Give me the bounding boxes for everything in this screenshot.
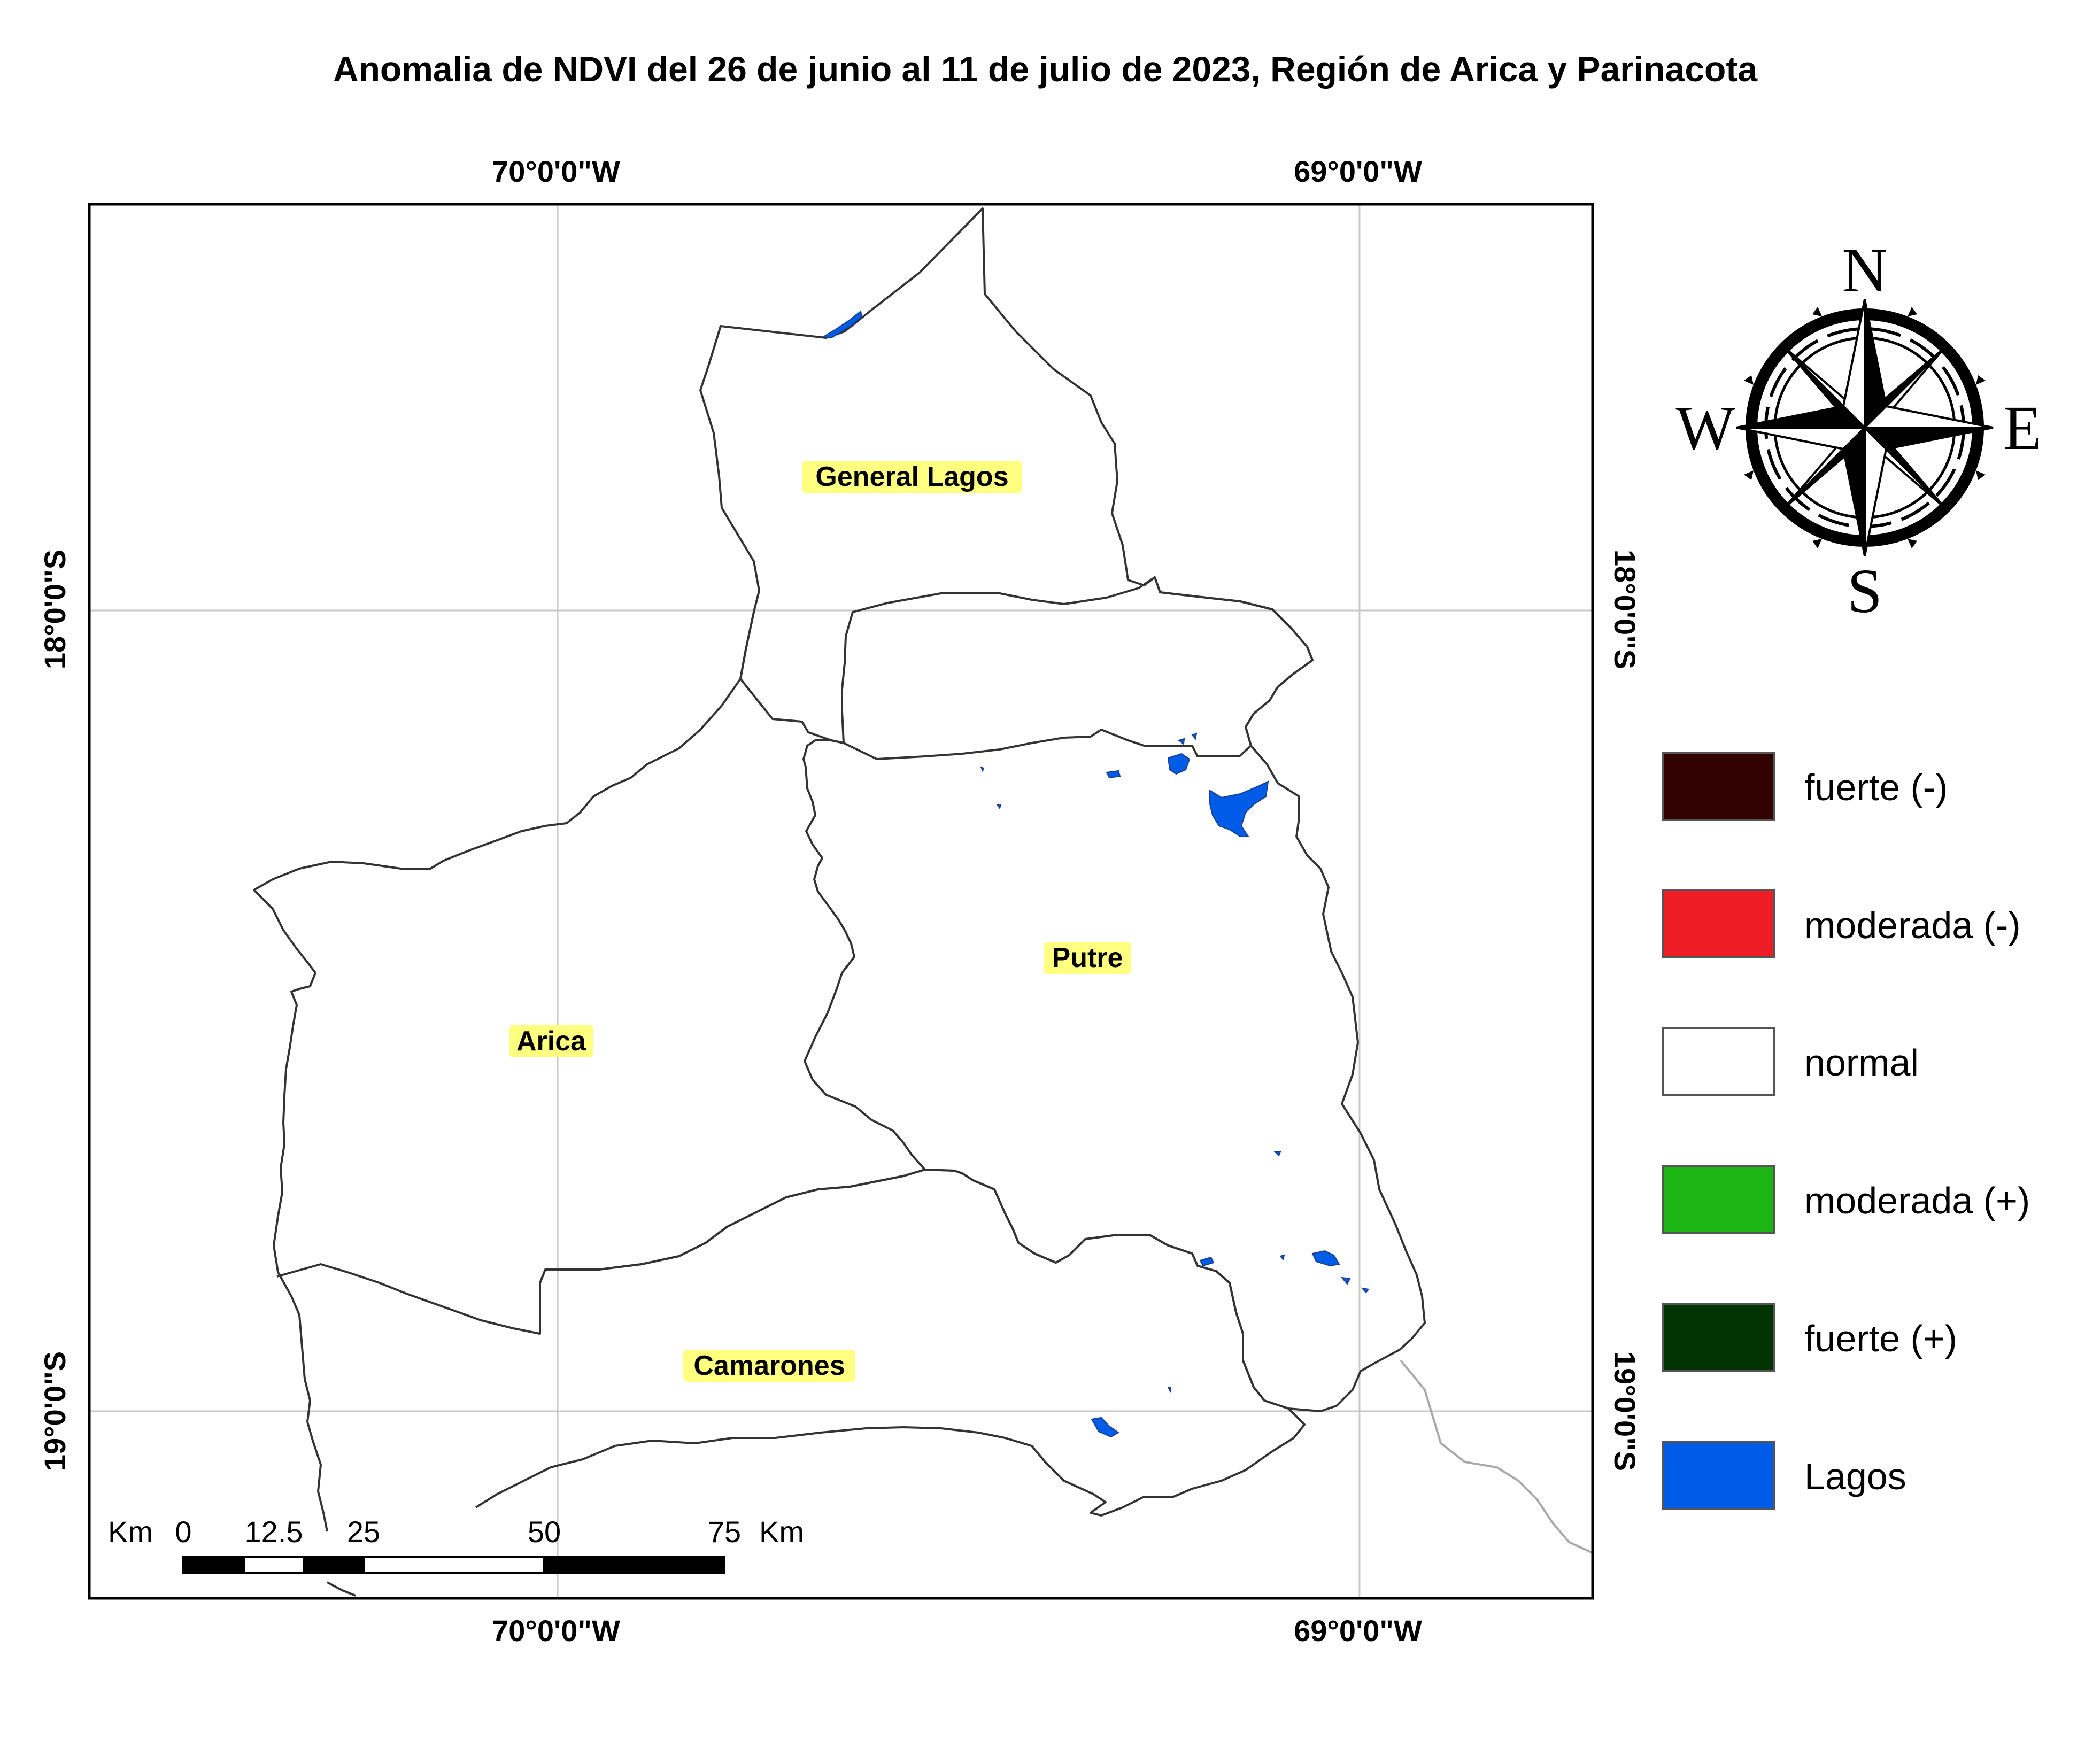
map-frame: General Lagos Putre Arica Camarones Km 0… xyxy=(88,203,1594,1600)
label-general-lagos: General Lagos xyxy=(802,461,1022,493)
legend-label-fuerte-pos: fuerte (+) xyxy=(1804,1318,1957,1359)
graticule-lines xyxy=(89,204,1593,1598)
lakes-layer xyxy=(822,310,1370,1438)
legend-swatch-lagos xyxy=(1662,1441,1775,1510)
compass-south-label: S xyxy=(1847,556,1882,626)
compass-west-label: W xyxy=(1675,393,1735,463)
bottom-lon-label-70w: 70°0'0"W xyxy=(492,1614,620,1647)
legend-swatch-fuerte-neg xyxy=(1662,752,1775,821)
legend-item-lagos: Lagos xyxy=(1662,1441,1906,1510)
legend-swatch-normal xyxy=(1662,1027,1775,1096)
lake-small-12 xyxy=(980,766,985,772)
boundary-camarones xyxy=(475,1169,1306,1517)
label-camarones: Camarones xyxy=(683,1350,855,1382)
lake-cotacotani xyxy=(1167,753,1191,775)
label-putre: Putre xyxy=(1044,942,1131,974)
legend-label-moderada-neg: moderada (-) xyxy=(1804,904,2021,946)
legend-item-fuerte-pos: fuerte (+) xyxy=(1662,1303,1957,1372)
lake-small-8 xyxy=(1279,1254,1285,1261)
lake-chungara xyxy=(1209,780,1269,837)
comuna-name-arica: Arica xyxy=(516,1026,586,1057)
scale-tick-0: 0 xyxy=(175,1515,191,1549)
lake-small-7 xyxy=(1361,1287,1370,1294)
legend: fuerte (-) moderada (-) normal moderada … xyxy=(1662,752,2030,1510)
left-lat-label-18s: 18°0'0"S xyxy=(38,550,72,669)
comuna-name-putre: Putre xyxy=(1052,942,1123,973)
lake-small-11 xyxy=(996,804,1002,810)
boundary-south-fragment xyxy=(327,1581,356,1597)
left-lat-label-19s: 19°0'0"S xyxy=(38,1351,72,1471)
boundary-arica xyxy=(253,612,755,1532)
scale-tick-50: 50 xyxy=(528,1515,561,1549)
scale-tick-25: 25 xyxy=(347,1515,380,1549)
compass-north-label: N xyxy=(1842,235,1887,305)
right-lat-label-18s: 18°0'0"S xyxy=(1608,550,1642,669)
lake-general-lagos xyxy=(822,310,863,339)
scale-tick-12-5: 12.5 xyxy=(245,1515,303,1549)
legend-swatch-fuerte-pos xyxy=(1662,1303,1775,1372)
legend-label-fuerte-neg: fuerte (-) xyxy=(1804,767,1948,808)
label-arica: Arica xyxy=(509,1025,593,1057)
scale-tick-75: 75 xyxy=(708,1515,741,1549)
legend-item-moderada-neg: moderada (-) xyxy=(1662,889,2021,958)
lake-small-9 xyxy=(1273,1151,1281,1157)
comuna-name-camarones: Camarones xyxy=(693,1350,845,1381)
lake-small-10 xyxy=(1167,1387,1171,1393)
lake-camarones xyxy=(1091,1417,1119,1438)
top-lon-label-70w: 70°0'0"W xyxy=(492,154,620,188)
right-lat-label-19s: 19°0'0"S xyxy=(1608,1351,1642,1471)
scale-unit-right: Km xyxy=(759,1515,804,1549)
map-title: Anomalia de NDVI del 26 de junio al 11 d… xyxy=(333,49,1758,89)
legend-label-lagos: Lagos xyxy=(1804,1456,1906,1497)
legend-swatch-moderada-neg xyxy=(1662,889,1775,958)
scale-unit-left: Km xyxy=(108,1515,153,1549)
legend-item-moderada-pos: moderada (+) xyxy=(1662,1165,2030,1234)
comuna-boundaries xyxy=(253,207,1426,1597)
top-lon-label-69w: 69°0'0"W xyxy=(1294,154,1422,188)
legend-item-fuerte-neg: fuerte (-) xyxy=(1662,752,1948,821)
legend-swatch-moderada-pos xyxy=(1662,1165,1775,1234)
legend-label-moderada-pos: moderada (+) xyxy=(1804,1180,2030,1221)
compass-rose: N S E W xyxy=(1675,235,2042,626)
legend-item-normal: normal xyxy=(1662,1027,1919,1096)
comuna-name-general-lagos: General Lagos xyxy=(815,461,1008,492)
legend-label-normal: normal xyxy=(1804,1042,1919,1084)
scale-bar: Km 0 12.5 25 50 75 Km xyxy=(108,1515,804,1574)
lake-small-2 xyxy=(1177,738,1185,745)
international-border-line xyxy=(1400,1359,1593,1554)
lake-small-6 xyxy=(1340,1276,1351,1285)
lake-small-5 xyxy=(1311,1250,1340,1267)
lake-small-3 xyxy=(1191,732,1198,740)
compass-east-label: E xyxy=(2003,393,2042,463)
lake-small-4 xyxy=(1199,1256,1215,1267)
bottom-lon-label-69w: 69°0'0"W xyxy=(1294,1614,1422,1647)
lake-small-1 xyxy=(1106,770,1121,779)
